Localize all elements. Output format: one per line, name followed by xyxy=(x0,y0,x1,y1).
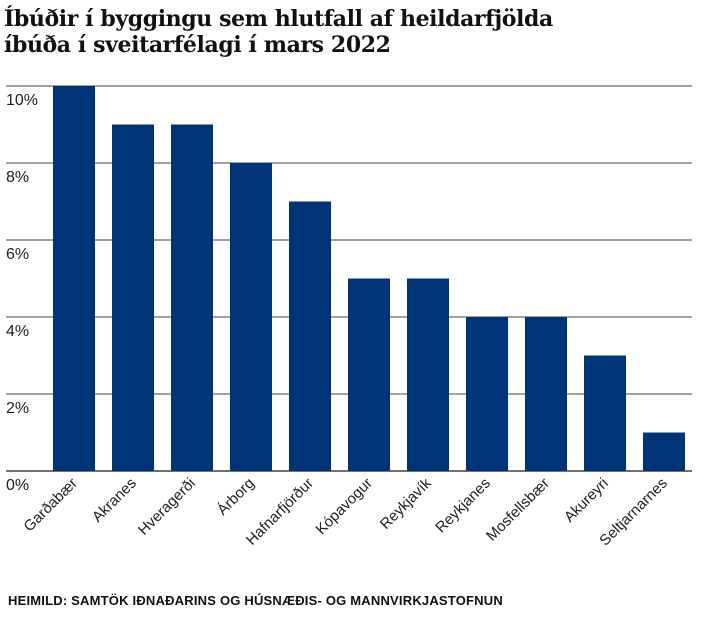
y-tick-label-0: 0% xyxy=(6,477,29,494)
bar-2 xyxy=(171,124,213,471)
y-tick-label-4: 4% xyxy=(6,323,29,340)
y-tick-label-6: 6% xyxy=(6,246,29,263)
x-tick-label-6: Reykjavík xyxy=(377,474,435,532)
bar-1 xyxy=(112,124,154,471)
bar-10 xyxy=(643,432,685,471)
chart-title-line-1: Íbúðir í byggingu sem hlutfall af heilda… xyxy=(4,6,553,32)
x-tick-label-9: Akureyri xyxy=(561,475,612,526)
x-tick-label-7: Reykjanes xyxy=(432,475,494,537)
bar-6 xyxy=(407,278,449,471)
source-note: HEIMILD: SAMTÖK IÐNAÐARINS OG HÚSNÆÐIS- … xyxy=(8,593,503,608)
x-tick-label-1: Akranes xyxy=(89,475,140,526)
x-tick-label-3: Árborg xyxy=(214,475,258,519)
bar-4 xyxy=(289,201,331,471)
x-tick-label-2: Hveragerði xyxy=(135,475,199,539)
x-tick-label-5: Kópavogur xyxy=(312,475,375,538)
y-tick-label-2: 2% xyxy=(6,400,29,417)
bar-3 xyxy=(230,163,272,471)
bar-0 xyxy=(53,86,95,471)
bar-8 xyxy=(525,317,567,471)
chart-title: Íbúðir í byggingu sem hlutfall af heilda… xyxy=(4,6,694,58)
y-tick-label-8: 8% xyxy=(6,169,29,186)
x-tick-label-0: Garðabær xyxy=(20,475,80,535)
bar-9 xyxy=(584,355,626,471)
y-tick-label-10: 10% xyxy=(6,92,38,109)
bar-7 xyxy=(466,317,508,471)
chart-title-line-2: íbúða í sveitarfélagi í mars 2022 xyxy=(4,32,391,58)
x-tick-label-8: Mosfellsbær xyxy=(483,475,553,545)
bar-5 xyxy=(348,278,390,471)
